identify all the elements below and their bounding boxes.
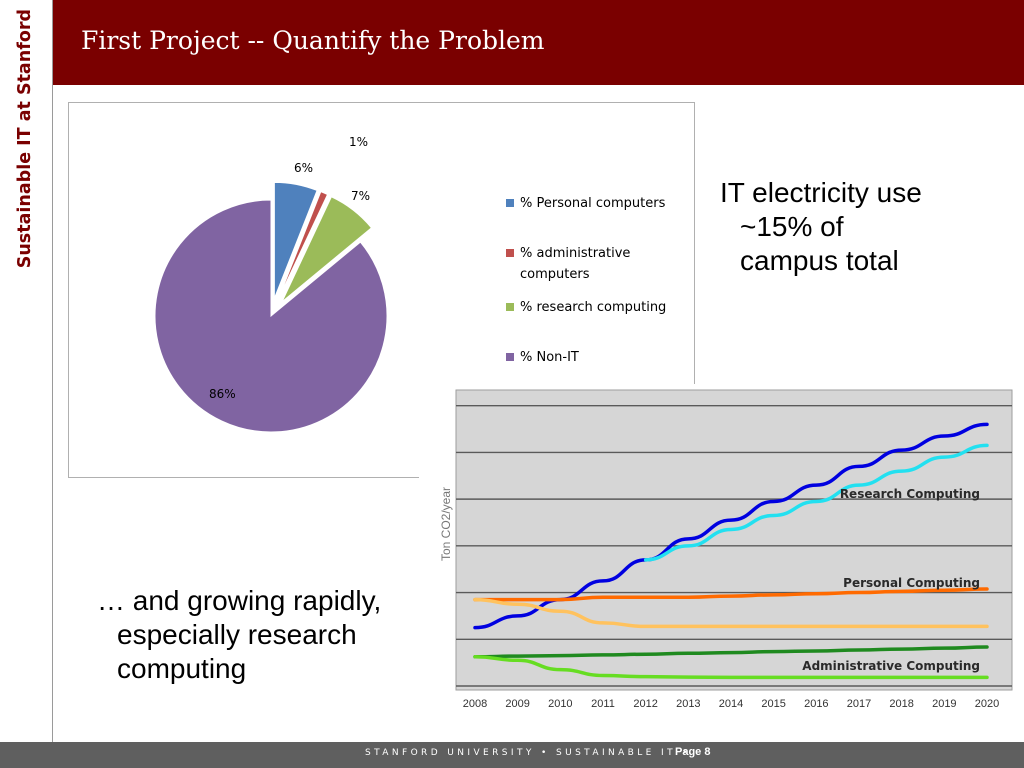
x-tick-label: 2011 bbox=[591, 698, 615, 710]
legend-swatch bbox=[506, 353, 514, 361]
pie-label-administrative: 1% bbox=[349, 135, 369, 149]
pie-chart: 6% 1% 7% 86% % Personal computers % admi… bbox=[68, 102, 695, 478]
growing-line2: especially research bbox=[117, 619, 357, 650]
x-tick-label: 2020 bbox=[975, 698, 999, 710]
pie-slice-3 bbox=[281, 196, 373, 303]
pie-slice-1 bbox=[273, 181, 318, 299]
x-tick-label: 2009 bbox=[505, 698, 529, 710]
legend-item-personal: % Personal computers bbox=[506, 193, 696, 214]
slide-title: First Project -- Quantify the Problem bbox=[81, 26, 545, 55]
x-tick-label: 2018 bbox=[889, 698, 913, 710]
sidebar-label: Sustainable IT at Stanford bbox=[15, 9, 35, 269]
series-line-4 bbox=[473, 597, 989, 629]
legend-label: % research computing bbox=[520, 300, 667, 315]
page-number: Page 8 bbox=[675, 746, 711, 758]
x-tick-label: 2010 bbox=[548, 698, 572, 710]
series-line-2 bbox=[643, 443, 989, 562]
plot-area bbox=[455, 389, 1013, 691]
growing-line1: … and growing rapidly, bbox=[97, 585, 382, 616]
x-tick-label: 2012 bbox=[633, 698, 657, 710]
x-tick-label: 2017 bbox=[847, 698, 871, 710]
legend-label: % administrative computers bbox=[520, 246, 631, 282]
co2-line-chart-svg: 2008 2009 2010 2011 2012 2013 2014 2015 2016 2017… bbox=[419, 384, 1019, 728]
pie-label-personal: 6% bbox=[294, 161, 314, 175]
it-use-line1: IT electricity use bbox=[720, 177, 922, 208]
pie-slice-2 bbox=[277, 190, 329, 300]
legend-swatch bbox=[506, 303, 514, 311]
legend-item-non-it: % Non-IT bbox=[506, 347, 696, 368]
series-line-5 bbox=[473, 645, 989, 659]
annotation-administrative: Administrative Computing bbox=[802, 659, 980, 673]
footer-bar: STANFORD UNIVERSITY • SUSTAINABLE IT • P… bbox=[0, 742, 1024, 768]
x-tick-label: 2014 bbox=[719, 698, 743, 710]
growing-line3: computing bbox=[117, 653, 247, 684]
it-use-line2: ~15% of bbox=[740, 211, 844, 242]
x-tick-label: 2019 bbox=[932, 698, 956, 710]
x-tick-label: 2016 bbox=[804, 698, 828, 710]
pie-label-non-it: 86% bbox=[209, 387, 236, 401]
legend-label: % Non-IT bbox=[520, 350, 579, 365]
legend-swatch bbox=[506, 249, 514, 257]
x-tick-label: 2015 bbox=[761, 698, 785, 710]
series-line-3 bbox=[473, 587, 989, 602]
annotation-research: Research Computing bbox=[840, 487, 980, 501]
legend-item-administrative: % administrative computers bbox=[506, 243, 696, 285]
legend-label: % Personal computers bbox=[520, 196, 666, 211]
x-tick-label: 2008 bbox=[463, 698, 487, 710]
growing-text: … and growing rapidly, especially resear… bbox=[97, 584, 437, 686]
pie-slice-4 bbox=[154, 199, 388, 433]
footer-text: STANFORD UNIVERSITY • SUSTAINABLE IT • bbox=[365, 748, 691, 758]
x-tick-label: 2013 bbox=[676, 698, 700, 710]
it-electricity-text: IT electricity use ~15% of campus total bbox=[720, 176, 1000, 278]
y-axis-label: Ton CO2/year bbox=[439, 487, 453, 561]
sidebar: Sustainable IT at Stanford bbox=[0, 0, 53, 742]
legend-item-research: % research computing bbox=[506, 297, 696, 318]
co2-line-chart: 2008 2009 2010 2011 2012 2013 2014 2015 2016 2017… bbox=[419, 384, 1019, 728]
pie-chart-svg bbox=[154, 181, 388, 433]
it-use-line3: campus total bbox=[740, 245, 899, 276]
legend-swatch bbox=[506, 199, 514, 207]
annotation-personal: Personal Computing bbox=[843, 576, 980, 590]
pie-label-research: 7% bbox=[351, 189, 371, 203]
series-line-6 bbox=[473, 655, 989, 680]
header-bar: First Project -- Quantify the Problem bbox=[53, 0, 1024, 85]
